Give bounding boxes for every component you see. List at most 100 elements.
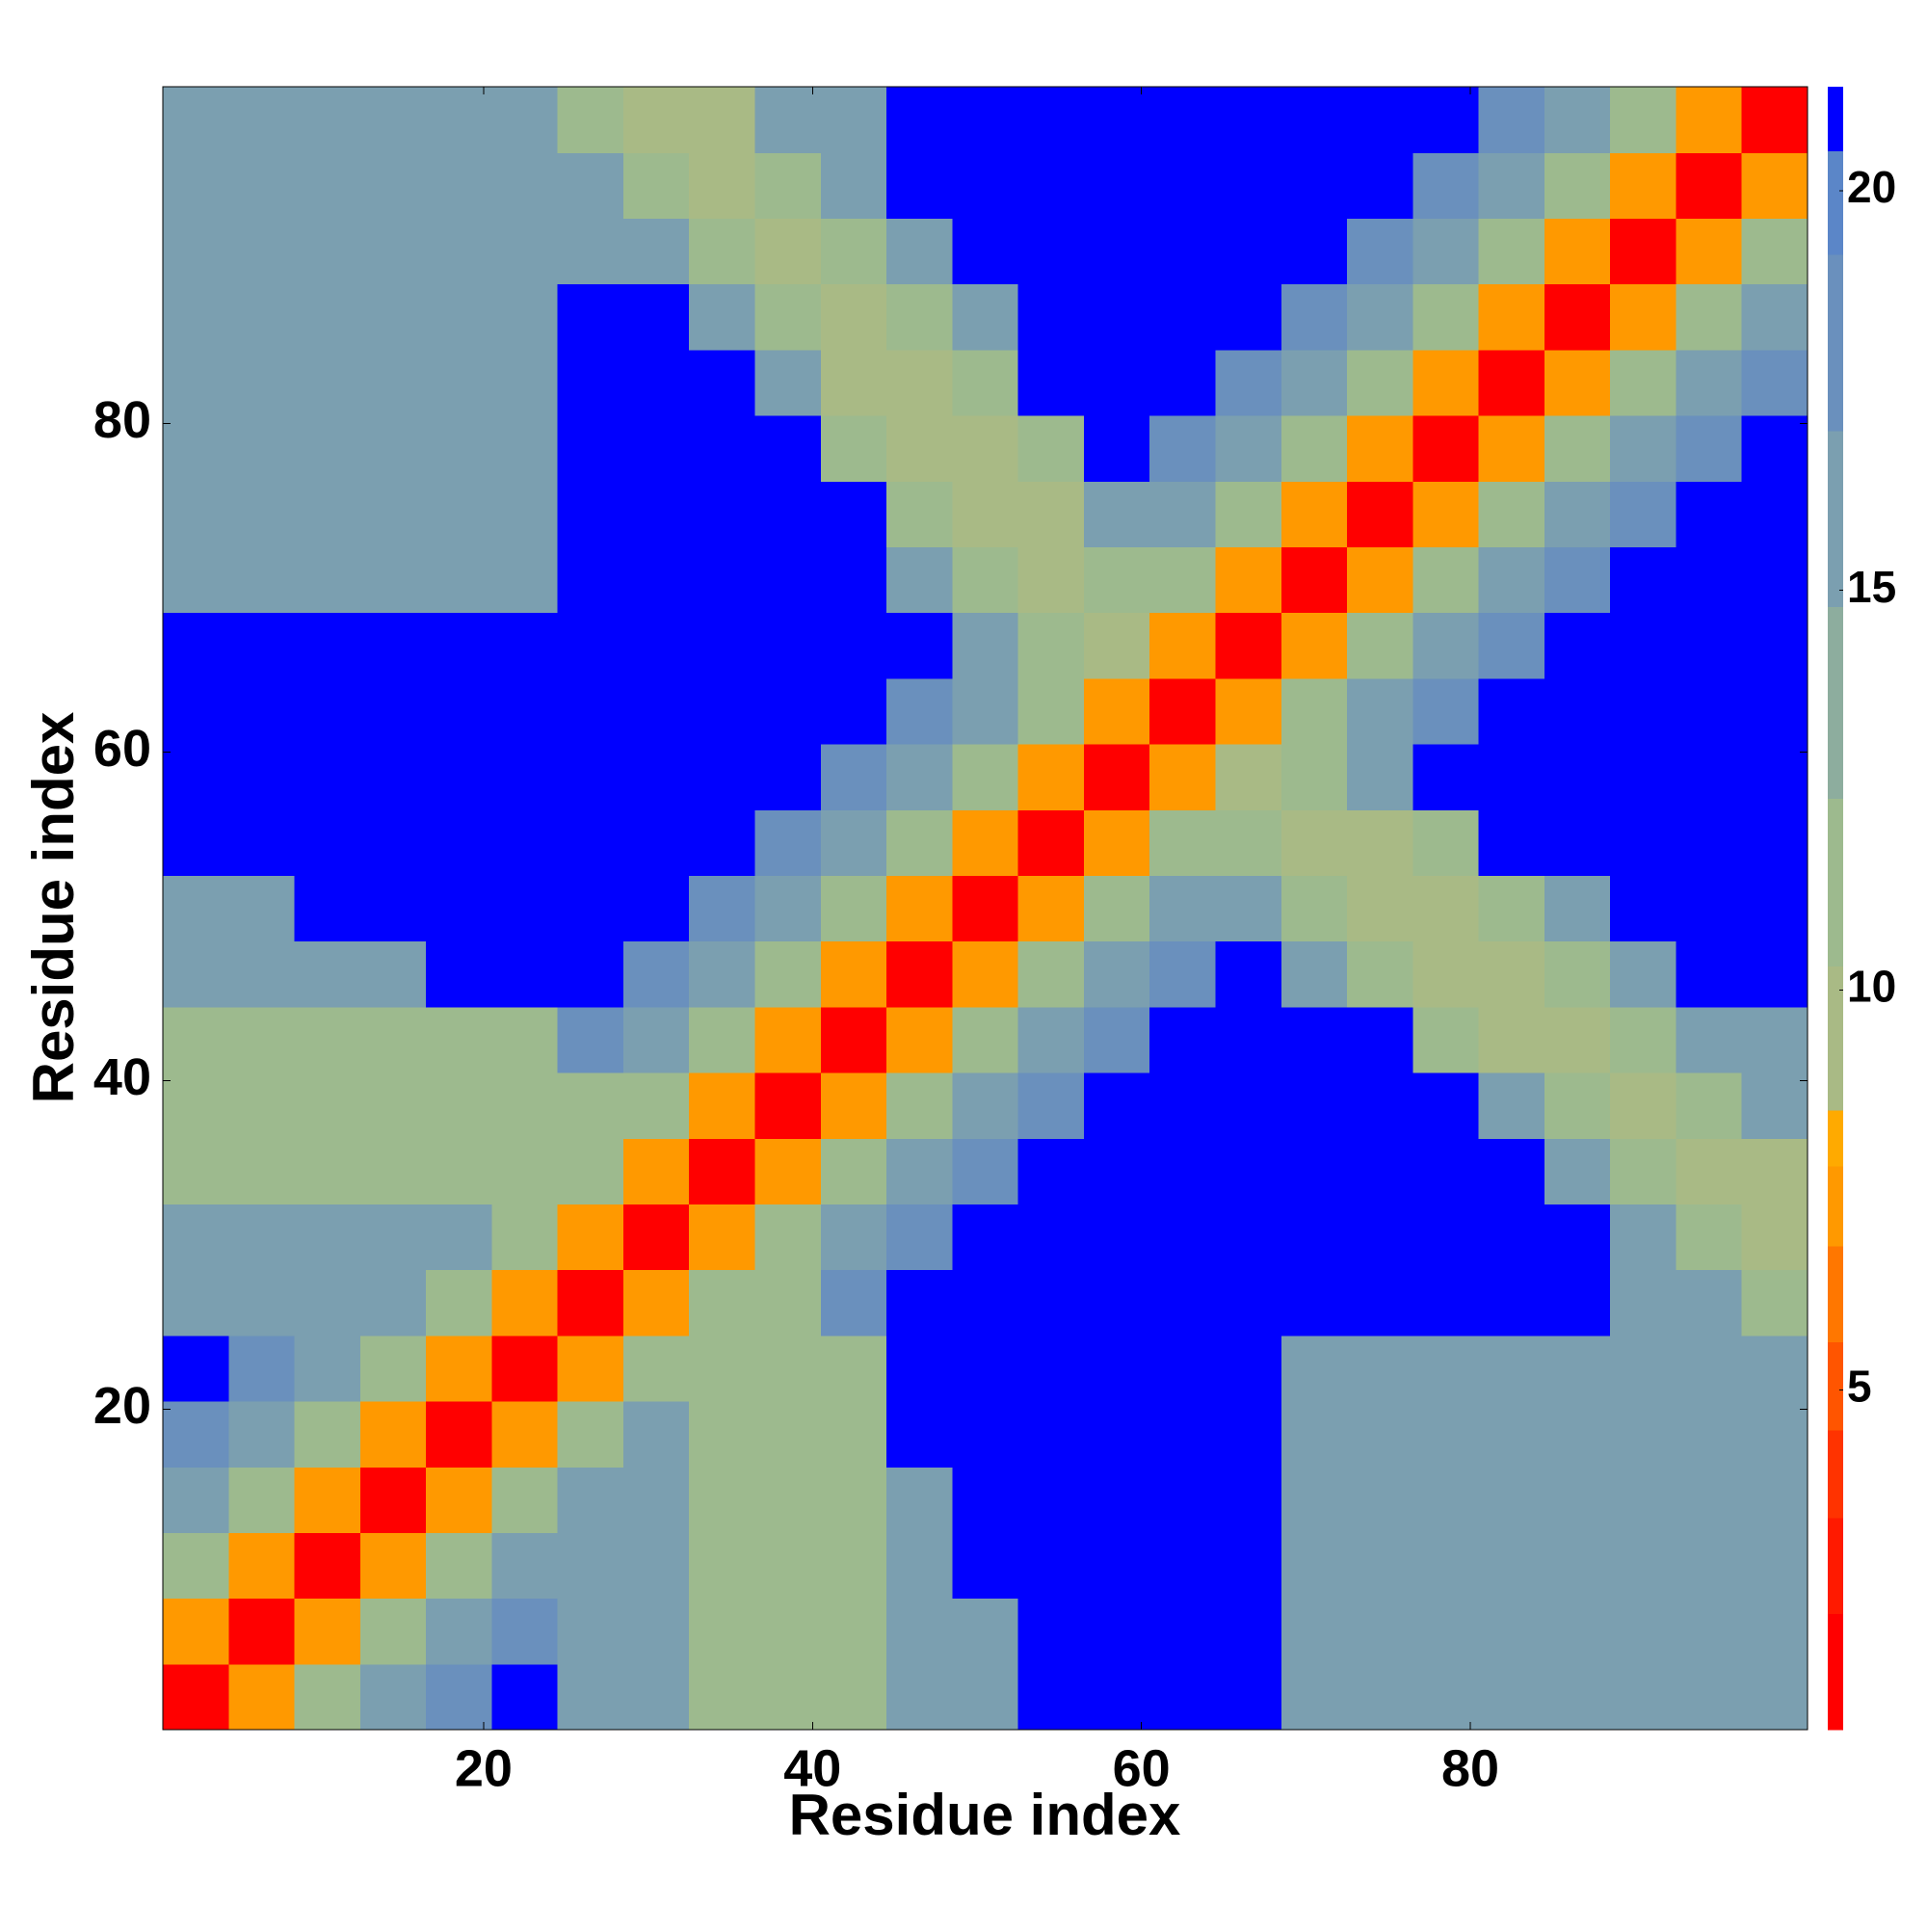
heatmap-cell: [886, 87, 953, 153]
heatmap-cell: [820, 1204, 887, 1271]
heatmap-cell: [1478, 415, 1545, 482]
heatmap-cell: [952, 87, 1019, 153]
heatmap-cell: [820, 1532, 887, 1600]
heatmap-cell: [1478, 1467, 1545, 1533]
heatmap-cell: [1676, 1532, 1743, 1600]
heatmap-cell: [1544, 1467, 1611, 1533]
heatmap-cell: [163, 349, 229, 416]
colorbar-band: [1828, 966, 1843, 1111]
heatmap-cell: [1544, 809, 1611, 876]
heatmap-cell: [1412, 415, 1480, 482]
heatmap-cell: [359, 1072, 427, 1139]
heatmap-cell: [886, 1663, 953, 1731]
heatmap-cell: [1478, 1598, 1545, 1665]
heatmap-cell: [1280, 546, 1348, 614]
heatmap-cell: [754, 1138, 822, 1204]
heatmap-cell: [1149, 940, 1217, 1008]
heatmap-cell: [622, 1006, 690, 1073]
heatmap-cell: [1149, 875, 1217, 942]
heatmap-cell: [1149, 1401, 1217, 1468]
x-tick-label: 20: [455, 1739, 513, 1797]
heatmap-cell: [952, 481, 1019, 547]
heatmap-cell: [1280, 1598, 1348, 1665]
heatmap-cell: [1149, 1598, 1217, 1665]
heatmap-cell: [1215, 1006, 1282, 1073]
heatmap-cell: [689, 677, 756, 745]
heatmap-cell: [1083, 1598, 1150, 1665]
heatmap-cell: [491, 612, 559, 679]
heatmap-cell: [294, 218, 361, 285]
heatmap-cell: [689, 481, 756, 547]
heatmap-cell: [228, 1138, 296, 1204]
heatmap-cell: [1149, 283, 1217, 351]
x-tick-label: 60: [1113, 1739, 1171, 1797]
heatmap-cell: [491, 1401, 559, 1468]
heatmap-cell: [1610, 875, 1677, 942]
heatmap-cell: [886, 152, 953, 219]
heatmap-cell: [622, 1138, 690, 1204]
heatmap-cell: [557, 152, 624, 219]
colorbar-band: [1828, 430, 1843, 607]
heatmap-cell: [1478, 87, 1545, 153]
heatmap-cell: [1544, 1335, 1611, 1402]
heatmap-cell: [1610, 1072, 1677, 1139]
heatmap-cell: [1610, 415, 1677, 482]
heatmap-cell: [294, 1532, 361, 1600]
heatmap-cell: [1676, 1138, 1743, 1204]
heatmap-cell: [1544, 940, 1611, 1008]
heatmap-cell: [1215, 87, 1282, 153]
heatmap-cell: [689, 1138, 756, 1204]
heatmap-cell: [1280, 809, 1348, 876]
heatmap-cell: [1412, 1335, 1480, 1402]
heatmap-cell: [689, 744, 756, 810]
heatmap-cell: [1149, 809, 1217, 876]
heatmap-cell: [163, 875, 229, 942]
heatmap-cell: [1280, 1401, 1348, 1468]
heatmap-cell: [1347, 1006, 1413, 1073]
heatmap-cell: [1017, 415, 1085, 482]
heatmap-cell: [1215, 677, 1282, 745]
heatmap-cell: [952, 349, 1019, 416]
heatmap-cell: [886, 1532, 953, 1600]
heatmap-cell: [1676, 809, 1743, 876]
heatmap-cell: [820, 744, 887, 810]
heatmap-cell: [1149, 1335, 1217, 1402]
heatmap-cell: [622, 1269, 690, 1337]
heatmap-cell: [952, 1401, 1019, 1468]
heatmap-cell: [1083, 218, 1150, 285]
heatmap-cell: [557, 1138, 624, 1204]
heatmap-cell: [1544, 677, 1611, 745]
heatmap-cell: [1610, 1335, 1677, 1402]
heatmap-cell: [1478, 1269, 1545, 1337]
heatmap-cell: [689, 1663, 756, 1731]
heatmap-cell: [689, 940, 756, 1008]
heatmap-cell: [1478, 152, 1545, 219]
heatmap-cell: [1083, 349, 1150, 416]
heatmap-cell: [294, 940, 361, 1008]
heatmap-cell: [557, 349, 624, 416]
heatmap-cell: [622, 1335, 690, 1402]
heatmap-cell: [1478, 612, 1545, 679]
heatmap-cell: [622, 809, 690, 876]
heatmap-cell: [1741, 283, 1808, 351]
heatmap-cell: [294, 612, 361, 679]
heatmap-cell: [1280, 1269, 1348, 1337]
heatmap-cell: [1544, 1006, 1611, 1073]
heatmap-cell: [1741, 875, 1808, 942]
heatmap-cell: [491, 677, 559, 745]
colorbar-band: [1828, 150, 1843, 255]
heatmap-cell: [294, 481, 361, 547]
heatmap-cell: [622, 1532, 690, 1600]
heatmap-cell: [1280, 1204, 1348, 1271]
heatmap-cell: [820, 481, 887, 547]
heatmap-cell: [1741, 415, 1808, 482]
heatmap-cell: [1412, 612, 1480, 679]
heatmap-cell: [557, 1204, 624, 1271]
heatmap-cell: [754, 349, 822, 416]
heatmap-cell: [952, 415, 1019, 482]
heatmap-cell: [1149, 218, 1217, 285]
heatmap-cell: [1544, 152, 1611, 219]
heatmap-cell: [1676, 940, 1743, 1008]
heatmap-cell: [886, 349, 953, 416]
